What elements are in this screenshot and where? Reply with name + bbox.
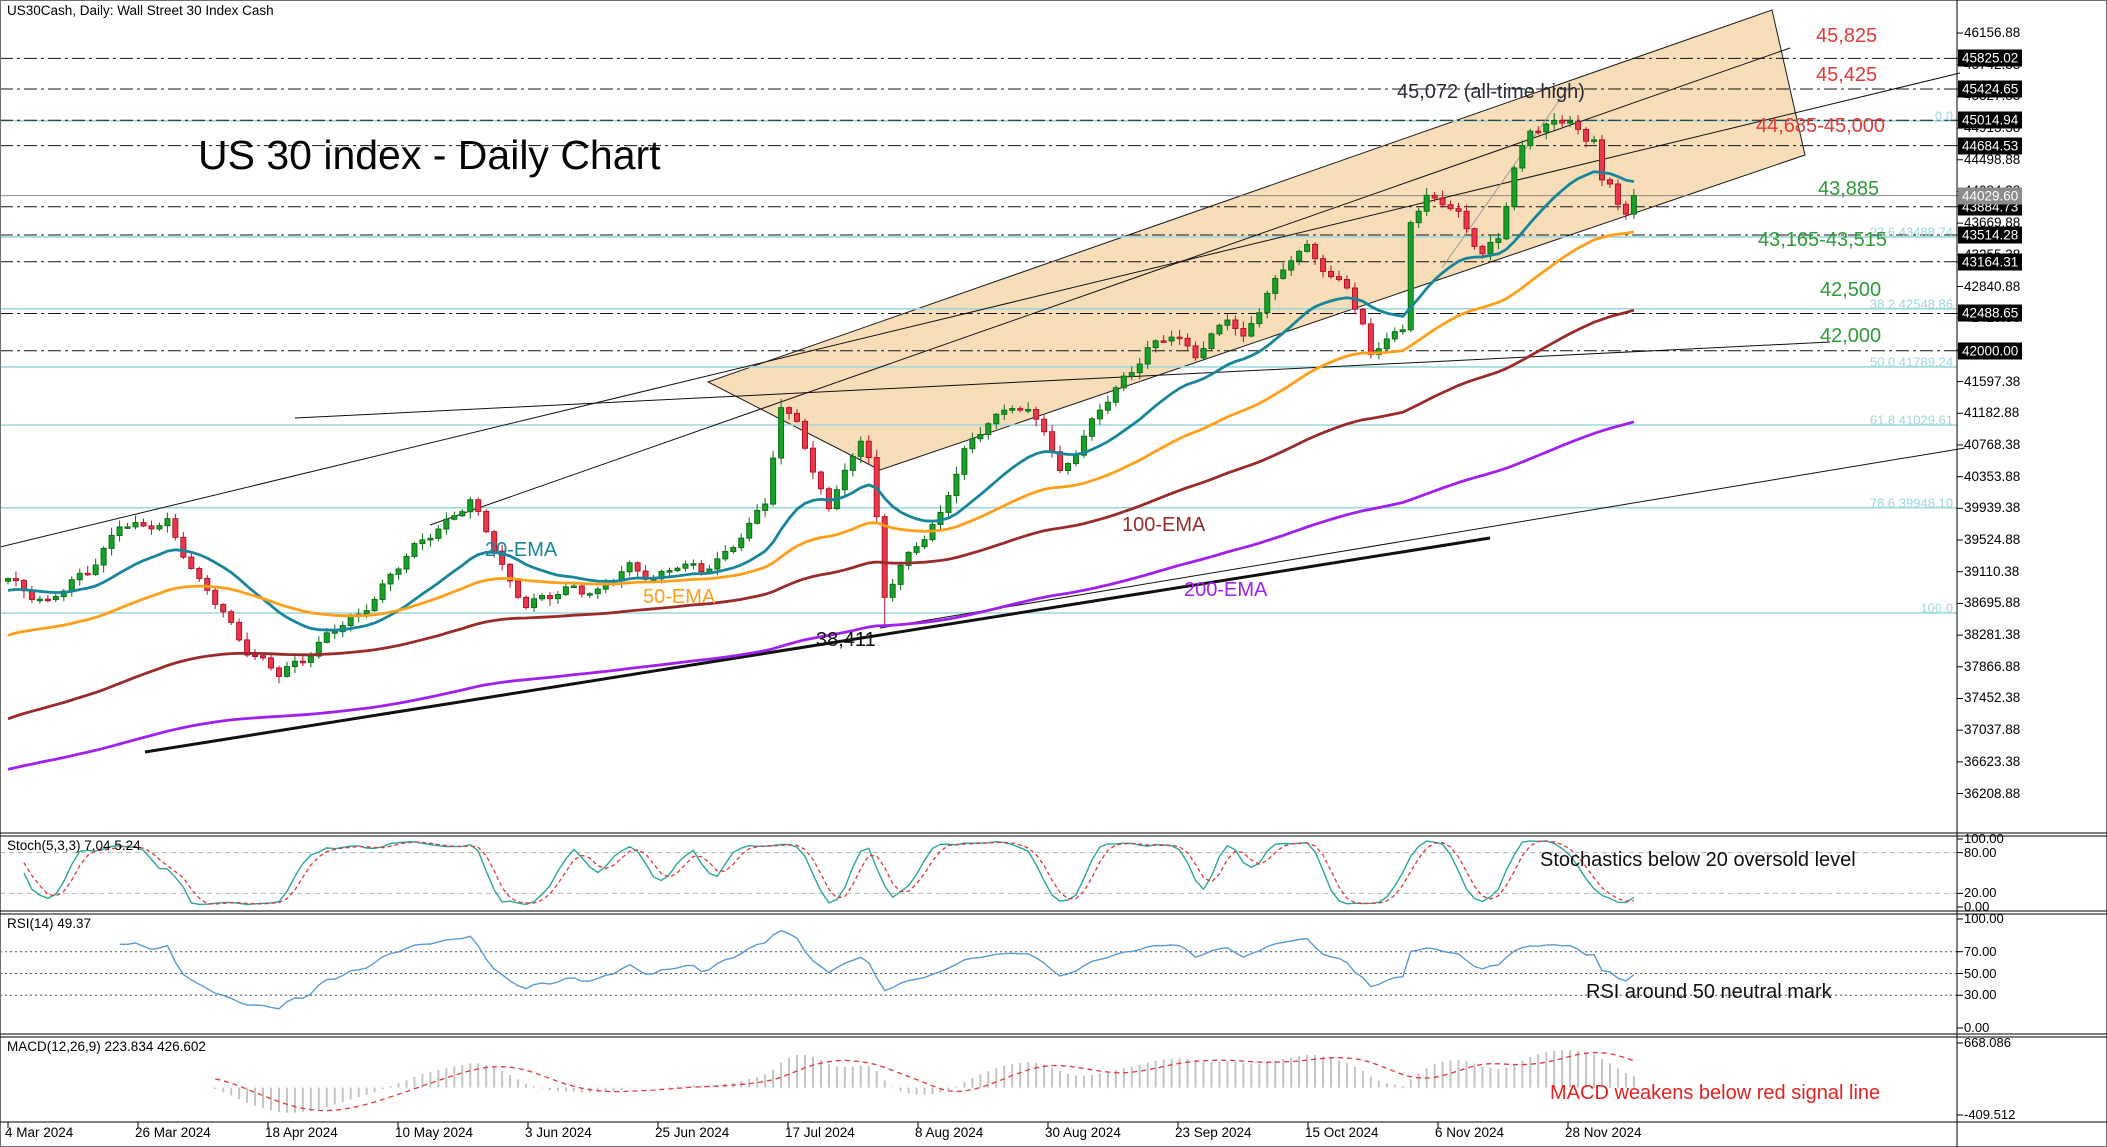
support-resistance-lines bbox=[0, 57, 1957, 352]
swing-low-annotation: 38,411 bbox=[816, 629, 876, 651]
macd-signal-line bbox=[215, 1051, 1635, 1112]
price-level-annotation: 45,425 bbox=[1816, 64, 1878, 86]
y-axis-tick: 41182.88 bbox=[1964, 405, 2020, 421]
price-level-box: 42488.65 bbox=[1958, 304, 2023, 322]
y-axis-tick: 41597.38 bbox=[1964, 373, 2021, 389]
macd-annotation: MACD weakens below red signal line bbox=[1550, 1082, 1881, 1104]
rsi-axis-tick: 100.00 bbox=[1964, 911, 2004, 927]
price-level-box: 43514.28 bbox=[1958, 226, 2023, 244]
x-axis-date: 4 Mar 2024 bbox=[5, 1125, 74, 1140]
y-axis-tick: 37037.88 bbox=[1964, 722, 2021, 738]
price-level-annotation: 42,000 bbox=[1820, 325, 1882, 347]
price-level-box: 43164.31 bbox=[1958, 253, 2023, 271]
ath-annotation: 45,072 (all-time high) bbox=[1397, 81, 1585, 103]
macd-indicator-label: MACD(12,26,9) 223.834 426.602 bbox=[7, 1039, 206, 1054]
price-level-box: 45424.65 bbox=[1958, 80, 2023, 98]
stoch-d-line bbox=[23, 840, 1634, 905]
x-axis-date: 18 Apr 2024 bbox=[265, 1125, 338, 1140]
stoch-k-line bbox=[23, 840, 1635, 906]
rsi-plot bbox=[0, 929, 1957, 1010]
stochastic-plot bbox=[0, 840, 1957, 906]
ema-label: 100-EMA bbox=[1122, 514, 1206, 536]
20-ema-line bbox=[7, 170, 1635, 632]
rsi-axis-tick: 70.00 bbox=[1964, 943, 1997, 959]
ema-label: 20-EMA bbox=[485, 539, 558, 561]
stoch-axis-tick: 20.00 bbox=[1964, 885, 1997, 901]
y-axis-tick: 38281.38 bbox=[1964, 627, 2021, 643]
fib-level-label: 50.0 41789.24 bbox=[1869, 354, 1953, 370]
200-ema-line bbox=[7, 420, 1635, 771]
x-axis-date: 10 May 2024 bbox=[395, 1125, 474, 1140]
stoch-axis-tick: 80.00 bbox=[1964, 844, 1997, 860]
rsi-annotation: RSI around 50 neutral mark bbox=[1586, 981, 1832, 1003]
x-axis-date: 23 Sep 2024 bbox=[1175, 1125, 1252, 1140]
current-price-box: 44029.60 bbox=[1958, 187, 2023, 205]
price-level-annotation: 42,500 bbox=[1820, 279, 1882, 301]
page-title: US 30 index - Daily Chart bbox=[198, 132, 661, 178]
fib-level-label: 38.2 42548.86 bbox=[1869, 296, 1953, 312]
price-level-annotation: 44,685-45,000 bbox=[1756, 115, 1886, 137]
y-axis-tick: 46156.88 bbox=[1964, 24, 2021, 40]
y-axis-tick: 37866.88 bbox=[1964, 658, 2021, 674]
x-axis-date: 30 Aug 2024 bbox=[1045, 1125, 1121, 1140]
price-level-annotation: 43,165-43,515 bbox=[1758, 229, 1888, 251]
y-axis-tick: 40768.38 bbox=[1964, 436, 2021, 452]
rsi-indicator-label: RSI(14) 49.37 bbox=[7, 916, 92, 931]
rsi-axis-tick: 30.00 bbox=[1964, 987, 1997, 1003]
x-axis-date: 3 Jun 2024 bbox=[525, 1125, 592, 1140]
stoch-indicator-label: Stoch(5,3,3) 7.04 5.24 bbox=[7, 838, 141, 853]
x-axis-date: 8 Aug 2024 bbox=[915, 1125, 984, 1140]
macd-axis-tick: -409.512 bbox=[1964, 1107, 2016, 1123]
x-axis-date: 6 Nov 2024 bbox=[1435, 1125, 1505, 1140]
macd-axis-tick: 668.086 bbox=[1964, 1035, 2011, 1051]
y-axis-tick: 40353.88 bbox=[1964, 468, 2021, 484]
price-level-annotation: 45,825 bbox=[1816, 25, 1878, 47]
rsi-axis-tick: 50.00 bbox=[1964, 965, 1997, 981]
price-level-annotation: 43,885 bbox=[1818, 178, 1880, 200]
fib-level-label: 100.0 bbox=[1920, 600, 1953, 616]
trendlines bbox=[0, 47, 1966, 754]
ema-label: 50-EMA bbox=[643, 586, 716, 608]
y-axis-tick: 43669.88 bbox=[1964, 215, 2021, 231]
y-axis-tick: 37452.38 bbox=[1964, 690, 2021, 706]
macd-plot bbox=[214, 1049, 1635, 1113]
stoch-axis-tick: 100.00 bbox=[1964, 831, 2004, 847]
y-axis-tick: 38695.88 bbox=[1964, 595, 2021, 611]
fib-level-label: 23.6 43488.74 bbox=[1869, 224, 1953, 240]
trend-channel bbox=[706, 9, 1806, 471]
y-axis-tick: 36623.38 bbox=[1964, 753, 2021, 769]
x-axis-date: 28 Nov 2024 bbox=[1565, 1125, 1642, 1140]
symbol-header: US30Cash, Daily: Wall Street 30 Index Ca… bbox=[7, 3, 274, 18]
stoch-annotation: Stochastics below 20 oversold level bbox=[1540, 849, 1856, 871]
stoch-axis-tick: 0.00 bbox=[1964, 899, 1990, 915]
x-axis-date: 15 Oct 2024 bbox=[1305, 1125, 1379, 1140]
y-axis-tick: 39939.38 bbox=[1964, 500, 2021, 516]
y-axis-tick: 42840.88 bbox=[1964, 278, 2021, 294]
ema-lines bbox=[7, 170, 1635, 771]
y-axis-tick: 39524.88 bbox=[1964, 531, 2021, 547]
price-level-box: 45825.02 bbox=[1958, 49, 2023, 67]
x-axis-date: 17 Jul 2024 bbox=[785, 1125, 855, 1140]
rsi-axis-tick: 0.00 bbox=[1964, 1020, 1990, 1036]
x-axis-date: 25 Jun 2024 bbox=[655, 1125, 730, 1140]
y-axis-tick: 44498.88 bbox=[1964, 151, 2021, 167]
y-axis-tick: 39110.38 bbox=[1964, 563, 2020, 579]
100-ema-line bbox=[7, 308, 1635, 721]
fib-level-label: 0.0 bbox=[1934, 108, 1953, 124]
price-level-box: 44684.53 bbox=[1958, 137, 2023, 155]
x-axis-date: 26 Mar 2024 bbox=[135, 1125, 211, 1140]
rsi-line bbox=[119, 929, 1635, 1010]
fib-level-label: 61.8 41029.61 bbox=[1869, 412, 1953, 428]
ema-label: 200-EMA bbox=[1184, 579, 1268, 601]
50-ema-line bbox=[7, 230, 1635, 637]
price-level-box: 45014.94 bbox=[1958, 111, 2023, 129]
price-level-box: 42000.00 bbox=[1958, 342, 2023, 360]
y-axis-tick: 36208.88 bbox=[1964, 785, 2021, 801]
fib-level-label: 78.6 39948.10 bbox=[1869, 495, 1953, 511]
